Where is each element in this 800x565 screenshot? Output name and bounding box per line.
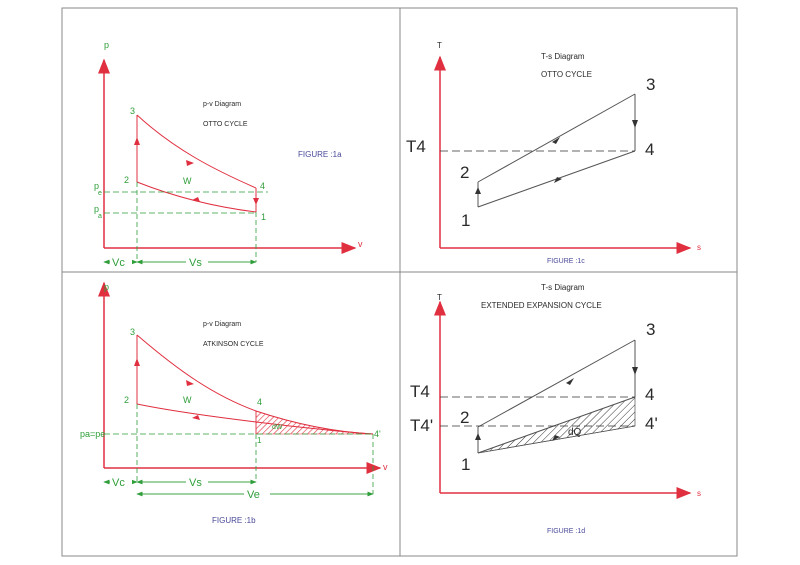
work-label: W	[183, 395, 192, 405]
point-2: 2	[460, 408, 469, 427]
panel-1a-pv-otto: p v 3 2 4 1 W p e p a Vc Vs	[94, 40, 363, 269]
point-2: 2	[124, 395, 129, 405]
t-axis-label: T	[437, 41, 442, 50]
dw-label: dW	[272, 424, 283, 431]
panel-frame	[61, 7, 738, 557]
point-1: 1	[461, 455, 470, 474]
vc-label: Vc	[112, 477, 125, 489]
vs-label: Vs	[189, 477, 202, 489]
point-3: 3	[130, 327, 135, 337]
pa-label: p	[94, 204, 99, 214]
point-4: 4	[257, 397, 262, 407]
compression-curve	[136, 181, 257, 213]
point-4: 4	[645, 140, 654, 159]
point-4: 4	[645, 385, 654, 404]
vs-label: Vs	[189, 257, 202, 269]
expansion-curve	[136, 114, 257, 189]
svg-text:e: e	[98, 190, 102, 197]
figure-caption: FIGURE :1d	[547, 528, 585, 535]
t-axis-label: T	[437, 293, 442, 302]
title-line-1: p-v Diagram	[203, 321, 241, 328]
compression-curve	[136, 403, 374, 435]
point-1: 1	[461, 211, 470, 230]
ve-label: Ve	[247, 489, 260, 501]
point-1: 1	[257, 436, 262, 445]
p-axis-label: p	[104, 282, 109, 292]
panel-1d-ts-extended-expansion: T s T4 T4' 1 2 3 4 4' dQ T-s Diagram EXT…	[410, 283, 701, 535]
pa-pe-label: pa=pe	[80, 429, 105, 439]
point-4: 4	[260, 181, 265, 191]
dq-label: dQ	[568, 427, 582, 438]
point-3: 3	[646, 320, 655, 339]
t4-label: T4	[406, 137, 426, 156]
work-label: W	[183, 176, 192, 186]
title-line-2: EXTENDED EXPANSION CYCLE	[481, 301, 602, 310]
figure-caption: FIGURE :1b	[212, 516, 256, 525]
point-4-prime: 4'	[645, 414, 658, 433]
figure-caption: FIGURE :1c	[547, 258, 585, 265]
s-axis-label: s	[697, 489, 701, 498]
point-3: 3	[646, 75, 655, 94]
panel-1c-ts-otto: T s T4 1 2 3 4 T-s Diagram OTTO CYCLE FI…	[406, 41, 701, 265]
s-axis-label: s	[697, 243, 701, 252]
point-2: 2	[460, 163, 469, 182]
svg-text:a: a	[98, 213, 102, 220]
pe-label: p	[94, 181, 99, 191]
point-4-prime: 4'	[374, 429, 381, 439]
t4-label: T4	[410, 382, 430, 401]
point-2: 2	[124, 175, 129, 185]
title-line-1: p-v Diagram	[203, 101, 241, 108]
vc-label: Vc	[112, 257, 125, 269]
point-3: 3	[130, 106, 135, 116]
title-line-1: T-s Diagram	[541, 52, 585, 61]
title-line-2: OTTO CYCLE	[203, 121, 248, 128]
v-axis-label: v	[383, 462, 388, 472]
figure-caption: FIGURE :1a	[298, 150, 342, 159]
title-line-1: T-s Diagram	[541, 283, 585, 292]
v-axis-label: v	[358, 239, 363, 249]
expansion-curve	[136, 334, 374, 435]
title-line-2: ATKINSON CYCLE	[203, 341, 264, 348]
p-axis-label: p	[104, 40, 109, 50]
panel-1b-pv-atkinson: p v 3 2 4 1 4' W dW pa=pe Vc Vs	[80, 281, 388, 525]
point-1: 1	[261, 212, 266, 222]
t4-prime-label: T4'	[410, 416, 433, 435]
title-line-2: OTTO CYCLE	[541, 70, 592, 79]
